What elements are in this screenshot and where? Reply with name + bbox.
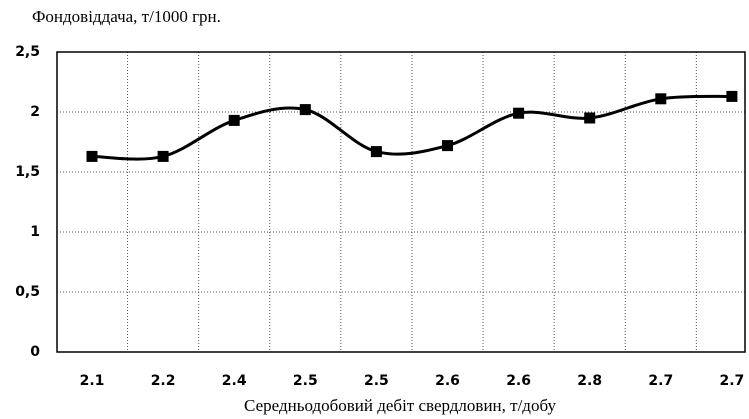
- x-tick-label: 2.6: [435, 373, 460, 389]
- y-tick-label: 1,5: [15, 164, 40, 180]
- y-tick-label: 1: [30, 224, 40, 240]
- x-tick-label: 2.6: [506, 373, 531, 389]
- marker: [655, 93, 667, 105]
- marker: [584, 112, 596, 124]
- x-tick-label: 2.7: [648, 373, 673, 389]
- x-axis-label: Середньодобовий дебіт свердловин, т/добу: [244, 396, 556, 415]
- marker: [442, 140, 453, 152]
- marker: [228, 114, 240, 126]
- plot-border: [56, 51, 746, 353]
- x-tick-label: 2.1: [80, 373, 105, 389]
- marker: [86, 150, 98, 162]
- x-tick-label: 2.8: [577, 373, 602, 389]
- x-tick-label: 2.2: [151, 373, 176, 389]
- x-tick-label: 2.4: [222, 373, 247, 389]
- marker: [157, 150, 169, 162]
- line: [91, 94, 732, 161]
- y-tick-label: 2: [30, 104, 40, 120]
- y-tick-label: 0: [30, 344, 40, 360]
- x-tick-label: 2.7: [719, 373, 744, 389]
- marker: [513, 107, 525, 119]
- marker: [299, 104, 311, 116]
- y-tick-label: 2,5: [15, 44, 40, 60]
- y-axis-label: Фондовіддача, т/1000 грн.: [32, 7, 221, 26]
- x-tick-label: 2.5: [293, 373, 318, 389]
- marker: [370, 146, 382, 158]
- y-tick-label: 0,5: [15, 284, 40, 300]
- x-tick-label: 2.5: [364, 373, 389, 389]
- marker: [726, 90, 738, 102]
